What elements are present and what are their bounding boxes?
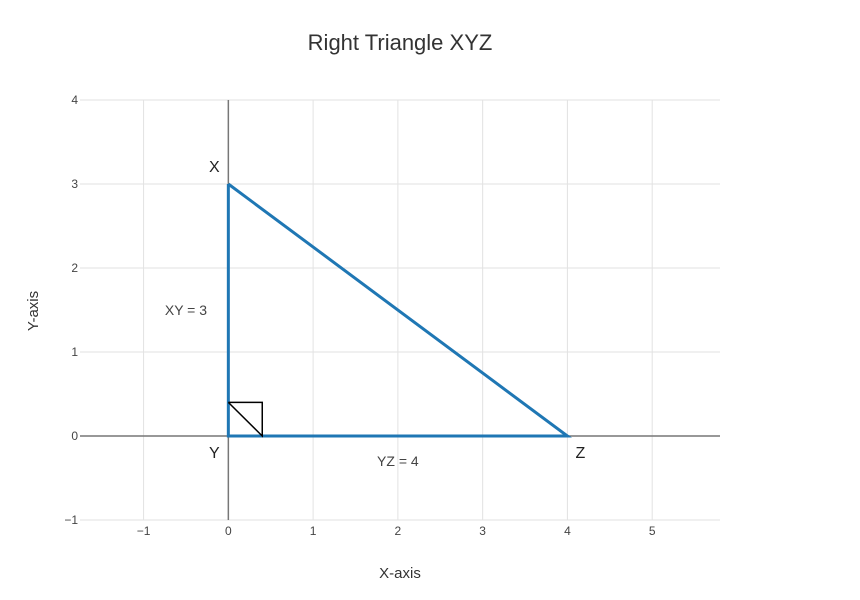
side-length-annotation: XY = 3 [165, 302, 207, 318]
y-tick-label: 2 [71, 261, 78, 275]
grid-lines [80, 99, 720, 521]
vertex-label-y: Y [209, 445, 220, 462]
y-tick-label: 4 [71, 93, 78, 107]
x-tick-label: 0 [225, 524, 232, 538]
x-tick-label: 1 [310, 524, 317, 538]
y-tick-label: −1 [64, 513, 78, 527]
triangle-outline [226, 182, 572, 438]
series-layer [226, 182, 572, 438]
x-tick-label: 5 [649, 524, 656, 538]
x-tick-label: 3 [479, 524, 486, 538]
y-tick-label: 1 [71, 345, 78, 359]
vertex-label-x: X [209, 159, 220, 176]
vertex-label-z: Z [576, 445, 586, 462]
plot-background [0, 0, 800, 600]
x-tick-label: −1 [137, 524, 151, 538]
x-tick-label: 2 [395, 524, 402, 538]
x-tick-label: 4 [564, 524, 571, 538]
x-axis-title: X-axis [379, 565, 421, 582]
chart-title: Right Triangle XYZ [308, 30, 493, 55]
y-tick-label: 0 [71, 429, 78, 443]
point-labels: X Y Z XY = 3 YZ = 4 [165, 159, 586, 469]
tick-labels: −1 0 1 2 3 4 5 −1 0 1 2 3 4 [64, 93, 656, 538]
y-axis-title: Y-axis [25, 291, 42, 331]
right-angle-marker [227, 401, 263, 438]
side-length-annotation: YZ = 4 [377, 453, 419, 469]
y-tick-label: 3 [71, 177, 78, 191]
